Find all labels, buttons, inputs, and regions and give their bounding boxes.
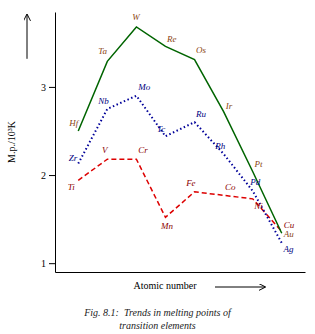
point-label: Pt bbox=[253, 159, 262, 169]
point-label: Re bbox=[166, 34, 177, 44]
point-label: Ag bbox=[283, 244, 294, 254]
point-label: Os bbox=[196, 45, 206, 55]
y-axis-title: M.p./10³K bbox=[6, 120, 17, 163]
point-label: Co bbox=[225, 182, 236, 192]
point-label: W bbox=[132, 12, 141, 22]
chart: 123TiVCrMnFeCoNiCuZrNbMoTcRuRhPdAgHfTaWR… bbox=[0, 0, 315, 334]
y-tick-mark bbox=[49, 263, 55, 264]
point-label: Au bbox=[283, 229, 294, 239]
point-label: Cr bbox=[138, 145, 148, 155]
point-label: Mo bbox=[137, 82, 150, 92]
x-axis-line bbox=[56, 272, 306, 273]
point-labels: TiVCrMnFeCoNiCuZrNbMoTcRuRhPdAgHfTaWReOs… bbox=[68, 12, 295, 254]
point-label: Ti bbox=[68, 182, 76, 192]
point-label: Ir bbox=[225, 101, 233, 111]
point-label: Fe bbox=[185, 178, 196, 188]
point-label: Ni bbox=[253, 201, 263, 211]
y-axis-arrow bbox=[27, 15, 28, 59]
y-tick-mark bbox=[49, 175, 55, 176]
point-label: Ta bbox=[98, 46, 107, 56]
point-label: Nb bbox=[97, 96, 109, 106]
x-axis bbox=[56, 272, 306, 273]
x-axis-title: Atomic number bbox=[133, 280, 197, 291]
plot: 123TiVCrMnFeCoNiCuZrNbMoTcRuRhPdAgHfTaWR… bbox=[41, 12, 306, 273]
y-tick-label: 1 bbox=[41, 258, 46, 269]
point-label: Zr bbox=[69, 153, 78, 163]
y-tick: 1 bbox=[41, 258, 55, 269]
point-label: Rh bbox=[214, 141, 225, 151]
point-label: Mn bbox=[160, 221, 173, 231]
point-label: Pd bbox=[249, 177, 260, 187]
y-tick-mark bbox=[49, 87, 55, 88]
y-axis: 1 2 3 bbox=[41, 13, 56, 273]
point-label: Tc bbox=[157, 124, 165, 134]
y-tick-label: 2 bbox=[41, 170, 46, 181]
x-axis-arrow bbox=[215, 287, 265, 288]
subtitle: transition elements bbox=[119, 320, 195, 331]
y-tick-label: 3 bbox=[41, 82, 46, 93]
y-tick: 3 bbox=[41, 82, 55, 93]
title: Fig. 8.1: Trends in melting points of bbox=[83, 307, 232, 318]
point-label: V bbox=[102, 145, 109, 155]
y-axis-line bbox=[55, 13, 56, 273]
lines bbox=[78, 27, 281, 243]
point-label: Hf bbox=[68, 118, 79, 128]
series-line bbox=[78, 27, 281, 233]
point-label: Ru bbox=[195, 109, 206, 119]
y-tick: 2 bbox=[41, 170, 55, 181]
